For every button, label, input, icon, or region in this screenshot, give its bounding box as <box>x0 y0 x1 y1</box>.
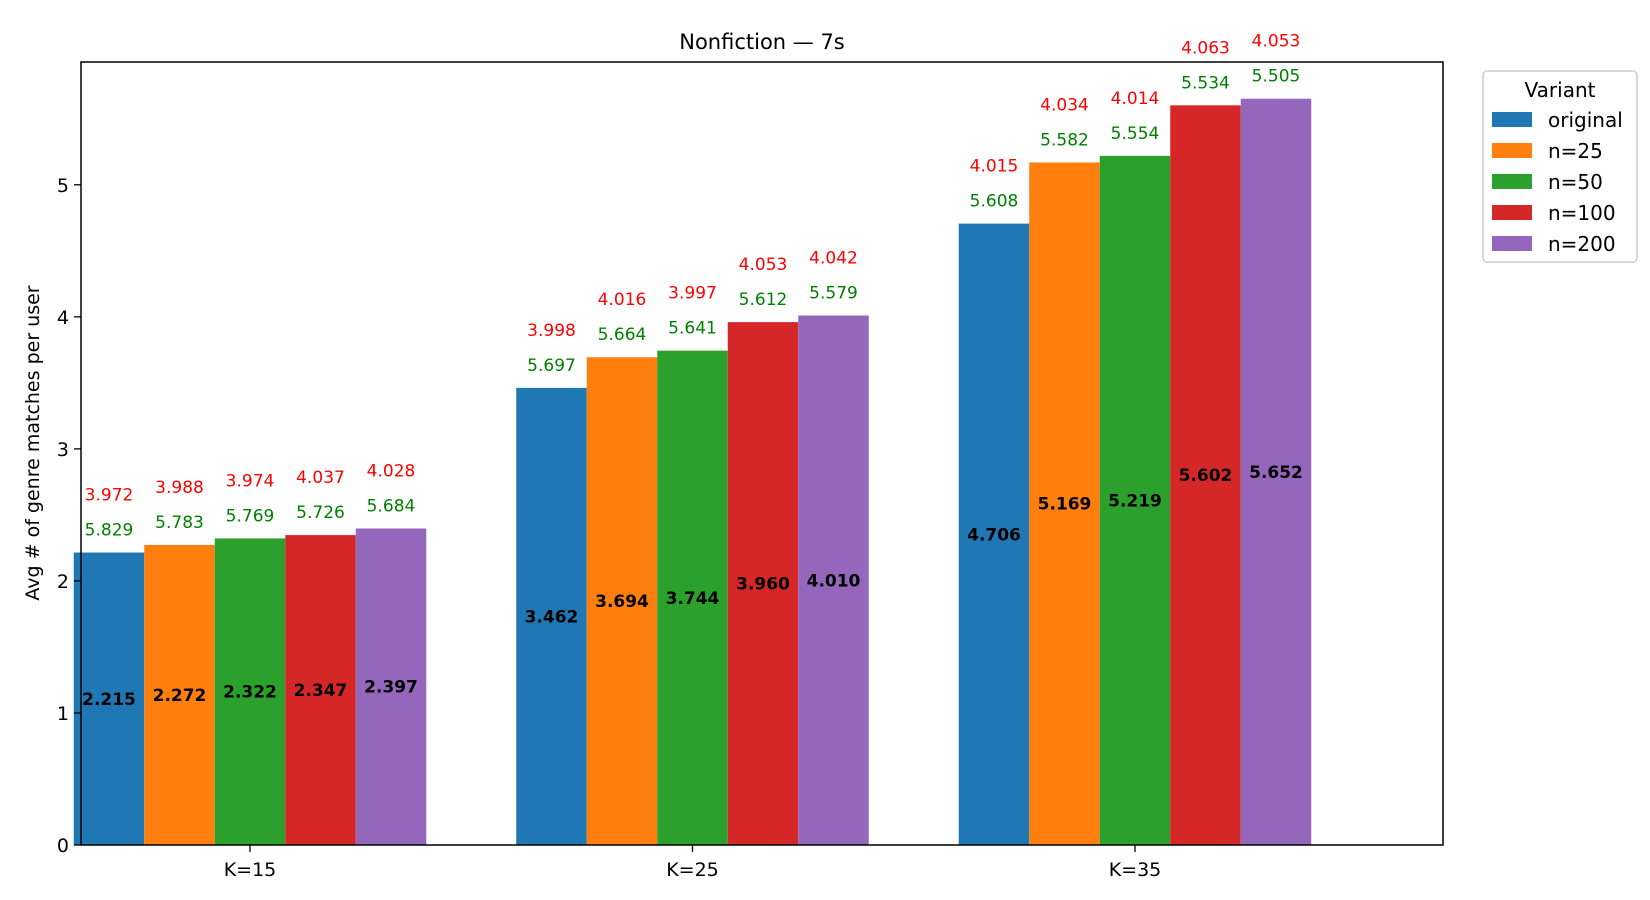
bar-n=100-K=25 <box>727 322 799 845</box>
bar-value-label: 3.744 <box>666 589 720 609</box>
bar-annotation-red: 4.053 <box>739 255 788 275</box>
bar-annotation-green: 5.829 <box>85 521 134 541</box>
y-tick-label: 0 <box>57 835 69 857</box>
bar-value-label: 2.347 <box>294 681 348 701</box>
x-tick-label: K=35 <box>1109 859 1162 881</box>
bar-n=25-K=25 <box>586 357 658 845</box>
bar-original-K=35 <box>958 223 1030 845</box>
y-tick-label: 1 <box>57 703 69 725</box>
bar-value-label: 5.652 <box>1249 463 1303 483</box>
y-tick-label: 2 <box>57 571 69 593</box>
bar-annotation-green: 5.697 <box>527 356 576 376</box>
y-tick-label: 4 <box>57 307 69 329</box>
bar-annotation-red: 3.988 <box>155 478 204 498</box>
bar-annotation-green: 5.769 <box>226 506 275 526</box>
bar-annotation-green: 5.664 <box>598 325 647 345</box>
legend-label-n=100: n=100 <box>1548 201 1616 225</box>
bar-annotation-red: 3.998 <box>527 321 576 341</box>
chart-title: Nonfiction — 7s <box>679 30 845 54</box>
bar-annotation-green: 5.783 <box>155 513 204 533</box>
bar-annotation-red: 4.063 <box>1181 38 1230 58</box>
y-axis-label: Avg # of genre matches per user <box>22 285 44 600</box>
bar-n=50-K=15 <box>214 538 286 845</box>
bar-annotation-red: 3.974 <box>226 471 275 491</box>
legend-label-n=25: n=25 <box>1548 139 1603 163</box>
bar-value-label: 2.322 <box>223 683 277 703</box>
bar-value-label: 5.219 <box>1108 491 1162 511</box>
bar-value-label: 2.215 <box>82 690 136 710</box>
bar-n=25-K=35 <box>1029 162 1100 846</box>
legend-swatch-n=50 <box>1492 174 1532 189</box>
bar-annotation-red: 4.042 <box>809 249 858 269</box>
bar-annotation-green: 5.726 <box>296 503 345 523</box>
bar-original-K=25 <box>516 387 587 845</box>
bar-n=50-K=35 <box>1099 155 1171 845</box>
bar-annotation-red: 3.972 <box>85 486 134 506</box>
bar-annotation-red: 4.016 <box>598 290 647 310</box>
x-tick-label: K=25 <box>666 859 719 881</box>
bar-annotation-green: 5.505 <box>1252 67 1301 87</box>
legend-swatch-n=25 <box>1492 143 1532 158</box>
bar-annotation-green: 5.579 <box>809 284 858 304</box>
bar-annotation-red: 4.034 <box>1040 95 1089 115</box>
bar-annotation-green: 5.534 <box>1181 73 1230 93</box>
bar-n=200-K=15 <box>355 528 427 845</box>
plot-area: 2.215 5.829 3.972 3.462 5.697 3.998 4.706 5.608… <box>57 32 1444 881</box>
legend: Variant original n=25 n=50 n=100 n=200 <box>1482 70 1638 263</box>
x-tick-label: K=15 <box>224 859 277 881</box>
bar-n=50-K=25 <box>657 350 728 845</box>
legend-label-n=50: n=50 <box>1548 170 1603 194</box>
bar-value-label: 5.169 <box>1038 495 1092 515</box>
bar-n=100-K=35 <box>1170 105 1241 846</box>
bar-annotation-green: 5.608 <box>970 192 1019 212</box>
bar-original-K=15 <box>73 552 145 845</box>
legend-swatch-original <box>1492 112 1532 127</box>
bar-n=25-K=15 <box>144 545 215 845</box>
bar-value-label: 3.694 <box>595 592 649 612</box>
bar-annotation-green: 5.684 <box>367 496 416 516</box>
bar-annotation-red: 4.028 <box>367 461 416 481</box>
legend-title: Variant <box>1525 78 1596 102</box>
bar-annotation-red: 3.997 <box>668 284 717 304</box>
legend-swatch-n=100 <box>1492 205 1532 220</box>
bar-value-label: 2.272 <box>153 686 207 706</box>
bar-annotation-red: 4.014 <box>1111 89 1160 109</box>
bar-annotation-green: 5.641 <box>668 319 717 339</box>
plot-frame <box>80 61 1444 846</box>
bar-value-label: 2.397 <box>364 678 418 698</box>
bar-n=200-K=25 <box>798 315 869 845</box>
bar-value-label: 5.602 <box>1179 466 1233 486</box>
bar-value-label: 4.010 <box>807 571 861 591</box>
y-tick-label: 3 <box>57 439 69 461</box>
bar-n=200-K=35 <box>1240 98 1312 845</box>
bar-annotation-green: 5.554 <box>1111 124 1160 144</box>
bar-value-label: 4.706 <box>967 525 1021 545</box>
bar-value-label: 3.462 <box>525 607 579 627</box>
bar-annotation-green: 5.612 <box>739 290 788 310</box>
bar-annotation-red: 4.053 <box>1252 32 1301 52</box>
bar-n=100-K=15 <box>285 535 356 845</box>
bar-annotation-red: 4.037 <box>296 468 345 488</box>
bar-value-label: 3.960 <box>736 575 790 595</box>
legend-label-original: original <box>1548 108 1623 132</box>
legend-label-n=200: n=200 <box>1548 232 1616 256</box>
bar-annotation-red: 4.015 <box>970 157 1019 177</box>
y-tick-label: 5 <box>57 175 69 197</box>
legend-swatch-n=200 <box>1492 236 1532 251</box>
bar-annotation-green: 5.582 <box>1040 130 1089 150</box>
